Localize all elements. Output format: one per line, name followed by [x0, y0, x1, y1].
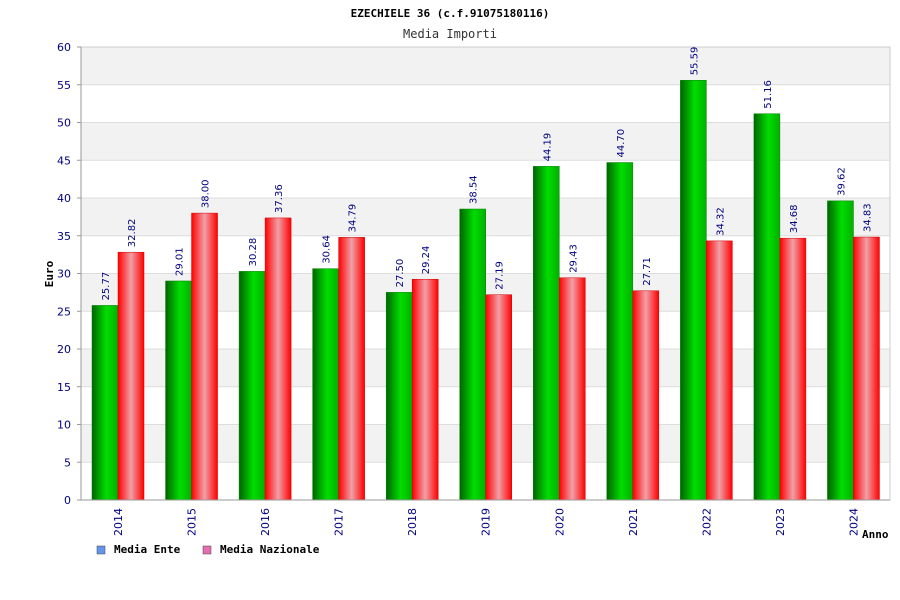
x-tick-label-2019: 2019	[480, 508, 493, 536]
data-label-media-ente-2019: 38.54	[469, 175, 480, 204]
x-axis: 2014 2015 2016 2017 2018 2019 2020 2021 2022 2023…	[81, 499, 890, 536]
x-tick-label-2024: 2024	[847, 508, 860, 536]
bar-media-nazionale-2018	[411, 278, 439, 501]
x-tick-label-2022: 2022	[700, 508, 713, 536]
bar-media-ente-2023	[753, 113, 781, 501]
bar-media-nazionale-2023	[779, 237, 807, 501]
bar-media-ente-2019	[459, 208, 486, 501]
data-label-media-nazionale-2024: 34.83	[862, 203, 873, 232]
y-tick-label: 5	[64, 456, 71, 469]
y-tick-label: 55	[57, 79, 71, 92]
data-label-media-ente-2022: 55.59	[689, 47, 700, 76]
data-label-media-ente-2020: 44.19	[542, 133, 553, 162]
x-axis-label: Anno	[862, 528, 889, 541]
y-tick-label: 0	[64, 494, 71, 507]
chart-title: EZECHIELE 36 (c.f.91075180116)	[351, 7, 550, 20]
x-tick-label-2014: 2014	[112, 508, 125, 536]
data-label-media-ente-2024: 39.62	[836, 167, 847, 196]
data-labels: 25.77 32.82 29.01 38.00 30.28 37.36 30.64 34.79…	[101, 47, 873, 301]
data-label-media-nazionale-2022: 34.32	[715, 207, 726, 236]
legend-label-media-ente: Media Ente	[114, 543, 181, 556]
legend-swatch-media-nazionale	[202, 545, 212, 555]
bar-media-nazionale-2016	[264, 217, 292, 501]
data-label-media-ente-2018: 27.50	[395, 259, 406, 288]
data-label-media-nazionale-2020: 29.43	[568, 244, 579, 273]
data-label-media-nazionale-2018: 29.24	[421, 246, 432, 275]
data-label-media-nazionale-2016: 37.36	[274, 184, 285, 213]
bar-media-nazionale-2022	[706, 240, 733, 501]
data-label-media-nazionale-2015: 38.00	[201, 179, 212, 208]
y-tick-label: 35	[57, 230, 71, 243]
y-tick-label: 15	[57, 381, 71, 394]
data-label-media-nazionale-2017: 34.79	[348, 204, 359, 233]
bar-media-nazionale-2014	[117, 251, 145, 501]
x-tick-label-2016: 2016	[259, 508, 272, 536]
grid-band	[81, 47, 890, 85]
y-axis-label: Euro	[43, 260, 56, 287]
y-tick-label: 60	[57, 41, 71, 54]
data-label-media-ente-2021: 44.70	[616, 129, 627, 158]
bar-media-nazionale-2019	[485, 294, 512, 501]
bar-media-ente-2017	[312, 268, 339, 501]
legend-label-media-nazionale: Media Nazionale	[220, 543, 320, 556]
bar-media-ente-2022	[680, 80, 707, 501]
bar-media-ente-2020	[533, 166, 560, 501]
y-tick-label: 50	[57, 117, 71, 130]
data-label-media-nazionale-2019: 27.19	[495, 261, 506, 290]
x-tick-label-2018: 2018	[406, 508, 419, 536]
data-label-media-nazionale-2014: 32.82	[127, 219, 138, 248]
bar-media-ente-2016	[238, 271, 266, 501]
chart-subtitle: Media Importi	[403, 27, 497, 41]
x-tick-label-2021: 2021	[627, 508, 640, 536]
bar-media-nazionale-2024	[853, 236, 880, 501]
bar-media-nazionale-2017	[338, 237, 365, 501]
data-label-media-ente-2023: 51.16	[763, 80, 774, 109]
y-tick-label: 40	[57, 192, 71, 205]
y-tick-label: 20	[57, 343, 71, 356]
y-axis: 0 5 10 15 20 25 30 35 40 45 50 55 60	[57, 41, 82, 507]
y-tick-label: 45	[57, 154, 71, 167]
data-label-media-ente-2016: 30.28	[248, 238, 259, 267]
legend-swatch-media-ente	[96, 545, 106, 555]
data-label-media-nazionale-2021: 27.71	[642, 257, 653, 286]
x-tick-label-2020: 2020	[553, 508, 566, 536]
bar-media-ente-2015	[165, 280, 192, 501]
bar-media-ente-2021	[606, 162, 634, 501]
data-label-media-ente-2015: 29.01	[175, 247, 186, 276]
bar-media-ente-2018	[385, 292, 413, 501]
y-tick-label: 10	[57, 419, 71, 432]
data-label-media-ente-2014: 25.77	[101, 272, 112, 301]
data-label-media-nazionale-2023: 34.68	[789, 205, 800, 234]
bar-media-ente-2014	[91, 305, 119, 501]
legend: Media Ente Media Nazionale	[96, 543, 320, 556]
x-tick-label-2015: 2015	[186, 508, 199, 536]
bar-media-ente-2024	[827, 200, 854, 501]
y-tick-label: 30	[57, 268, 71, 281]
x-tick-label-2023: 2023	[774, 508, 787, 536]
bar-media-nazionale-2015	[191, 212, 218, 501]
data-label-media-ente-2017: 30.64	[322, 235, 333, 264]
bar-media-nazionale-2021	[632, 290, 660, 501]
x-tick-label-2017: 2017	[333, 508, 346, 536]
bar-media-nazionale-2020	[559, 277, 586, 501]
y-tick-label: 25	[57, 305, 71, 318]
